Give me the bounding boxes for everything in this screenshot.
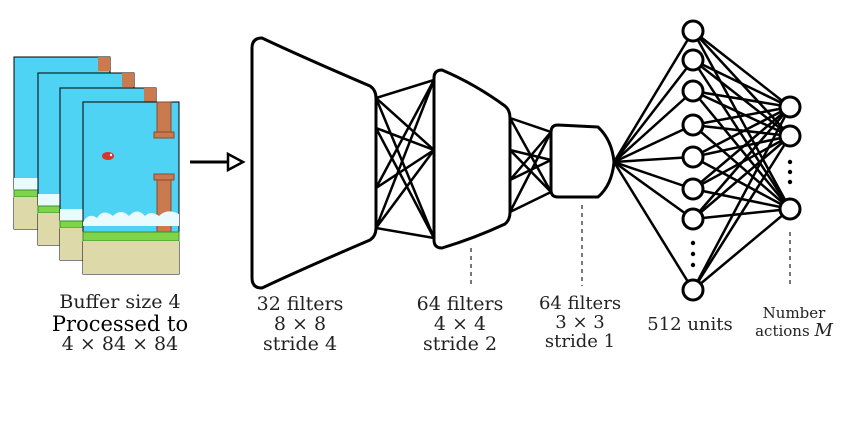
conv-layer-3-block: [549, 123, 616, 199]
fc-connection: [691, 59, 792, 210]
output-action-node: [778, 197, 802, 221]
hidden-unit-node: [681, 19, 705, 43]
input-shape-text: 4 × 84 × 84: [61, 332, 179, 355]
hidden-ellipsis-dot: [690, 262, 696, 268]
conv1-kernel: 8 × 8: [273, 312, 327, 335]
fc-connection: [692, 105, 791, 127]
conv3-kernel: 3 × 3: [555, 311, 605, 333]
fc-connection: [691, 135, 792, 291]
input-frame-stack: [13, 56, 180, 275]
fc-connection: [613, 160, 694, 191]
game-frame-front: [82, 101, 180, 275]
hidden-unit-node: [681, 79, 705, 103]
fc-connection: [692, 89, 791, 109]
conv3-label: 64 filters 3 × 3 stride 1: [520, 293, 640, 352]
conv1-stride: stride 4: [262, 332, 338, 355]
fc-connection: [692, 135, 791, 220]
dense-units: 512 units: [647, 314, 733, 335]
output-actions: actions M: [755, 319, 833, 341]
output-ellipsis-dot: [787, 159, 793, 165]
fc-connection: [692, 58, 791, 109]
dashed-guides: [470, 205, 791, 286]
conv3-stride: stride 1: [544, 330, 616, 352]
conv1-conv2-connections: [374, 78, 436, 240]
hidden-unit-node: [681, 207, 705, 231]
processed-to-text: Processed to: [51, 311, 189, 336]
fc-connection: [692, 106, 791, 220]
conv2-label: 64 filters 4 × 4 stride 2: [395, 293, 525, 355]
conv2-stride: stride 2: [422, 332, 498, 355]
fc-connection: [613, 155, 694, 164]
conv-layer-1-block: [250, 36, 378, 290]
conv2-conv3-connections: [508, 116, 553, 214]
hidden-ellipsis-dot: [690, 251, 696, 257]
fc-connection: [692, 208, 791, 291]
fc-connection: [692, 90, 791, 210]
fc-connection: [692, 106, 791, 190]
output-actions-var: M: [814, 319, 833, 341]
dense-label: 512 units: [630, 314, 750, 335]
fully-connected-layer: [612, 19, 802, 302]
conv1-filters: 32 filters: [256, 293, 344, 315]
output-ellipsis-dot: [787, 169, 793, 175]
output-number: Number: [762, 304, 826, 322]
hidden-ellipsis-dot: [690, 240, 696, 246]
fc-connection: [613, 90, 694, 163]
fc-connection: [612, 161, 695, 291]
buffer-size-text: Buffer size 4: [59, 291, 181, 313]
output-ellipsis-dot: [787, 179, 793, 185]
conv1-label: 32 filters 8 × 8 stride 4: [230, 293, 370, 355]
fc-connection: [692, 155, 791, 211]
output-action-node: [778, 124, 802, 148]
hidden-unit-node: [681, 278, 705, 302]
fc-connection: [692, 89, 791, 138]
input-label: Buffer size 4 Processed to 4 × 84 × 84: [30, 291, 210, 355]
conv3-filters: 64 filters: [538, 293, 622, 314]
hidden-unit-node: [681, 113, 705, 137]
output-action-node: [778, 95, 802, 119]
fc-connection: [691, 106, 792, 291]
hidden-unit-node: [681, 177, 705, 201]
output-label: Number actions M: [744, 304, 844, 341]
fc-connection: [692, 105, 791, 159]
fc-connection: [613, 160, 694, 221]
fc-connection: [691, 30, 792, 210]
conv2-kernel: 4 × 4: [433, 312, 487, 335]
fc-connection: [692, 124, 791, 210]
conv-layer-2-block: [432, 68, 512, 250]
input-arrow: [190, 151, 246, 173]
fc-connection: [692, 30, 791, 108]
hidden-unit-node: [681, 48, 705, 72]
fc-connection: [613, 59, 694, 163]
fc-connection: [612, 30, 695, 163]
fc-connection: [613, 123, 694, 164]
fc-connection: [692, 123, 791, 138]
hidden-unit-node: [681, 145, 705, 169]
bird-icon: [102, 152, 114, 160]
conv2-filters: 64 filters: [416, 293, 504, 315]
